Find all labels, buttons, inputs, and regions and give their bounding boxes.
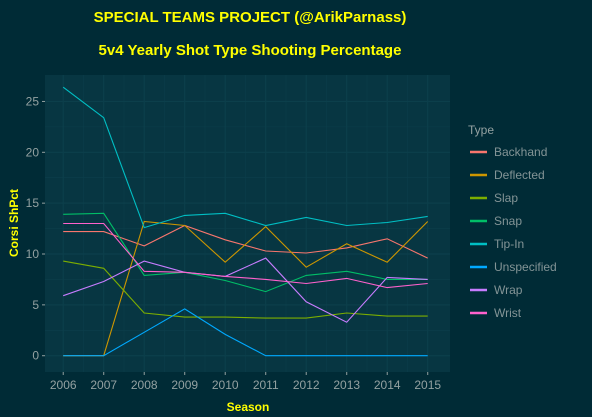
legend-label: Wrist	[494, 306, 522, 320]
x-tick-label: 2012	[293, 378, 320, 392]
y-axis-title: Corsi ShPct	[7, 189, 21, 257]
x-tick-label: 2014	[374, 378, 401, 392]
y-tick-label: 0	[32, 349, 39, 363]
x-tick-label: 2013	[333, 378, 360, 392]
legend-title: Type	[468, 123, 494, 137]
y-tick-label: 10	[26, 247, 40, 261]
legend-label: Deflected	[494, 168, 545, 182]
x-tick-label: 2008	[131, 378, 158, 392]
legend-item-wrap: Wrap	[470, 283, 523, 297]
series-line-wrap	[63, 257, 428, 323]
x-axis-title: Season	[227, 400, 270, 414]
legend-label: Slap	[494, 191, 518, 205]
x-tick-label: 2009	[171, 378, 198, 392]
legend-item-backhand: Backhand	[470, 145, 547, 159]
legend-item-wrist: Wrist	[470, 306, 522, 320]
series-line-wrist	[63, 222, 428, 289]
y-tick-label: 15	[26, 196, 40, 210]
plot-panel	[45, 75, 450, 372]
legend-label: Tip-In	[494, 237, 524, 251]
y-axis-ticks: 0 5 10 15 20 25	[26, 94, 45, 363]
y-tick-label: 20	[26, 145, 40, 159]
chart-subtitle: 5v4 Yearly Shot Type Shooting Percentage	[99, 42, 402, 59]
series-line-backhand	[63, 224, 428, 259]
x-tick-label: 2010	[212, 378, 239, 392]
x-axis-ticks: 2006 2007 2008 2009 2010 2011 2012 2013 2014 2015	[50, 372, 441, 392]
series-line-slap	[63, 260, 428, 319]
legend-item-snap: Snap	[470, 214, 522, 228]
legend-label: Wrap	[494, 283, 523, 297]
chart-title: SPECIAL TEAMS PROJECT (@ArikParnass)	[94, 9, 407, 26]
series-line-tip-in	[62, 86, 428, 229]
series-lines	[62, 86, 429, 357]
legend: Backhand Deflected Slap Snap Tip-In Unspecifi…	[470, 145, 557, 320]
x-tick-label: 2007	[90, 378, 117, 392]
y-tick-label: 25	[26, 94, 40, 108]
x-tick-label: 2006	[50, 378, 77, 392]
y-tick-label: 5	[32, 298, 39, 312]
series-line-deflected	[63, 220, 429, 357]
x-tick-label: 2015	[414, 378, 441, 392]
legend-label: Snap	[494, 214, 522, 228]
legend-label: Unspecified	[494, 260, 557, 274]
series-line-snap	[63, 212, 428, 293]
series-line-unspecified	[63, 308, 428, 357]
legend-label: Backhand	[494, 145, 547, 159]
x-tick-label: 2011	[253, 378, 279, 392]
legend-item-unspecified: Unspecified	[470, 260, 557, 274]
legend-item-tip-in: Tip-In	[470, 237, 524, 251]
legend-item-slap: Slap	[470, 191, 518, 205]
legend-item-deflected: Deflected	[470, 168, 545, 182]
